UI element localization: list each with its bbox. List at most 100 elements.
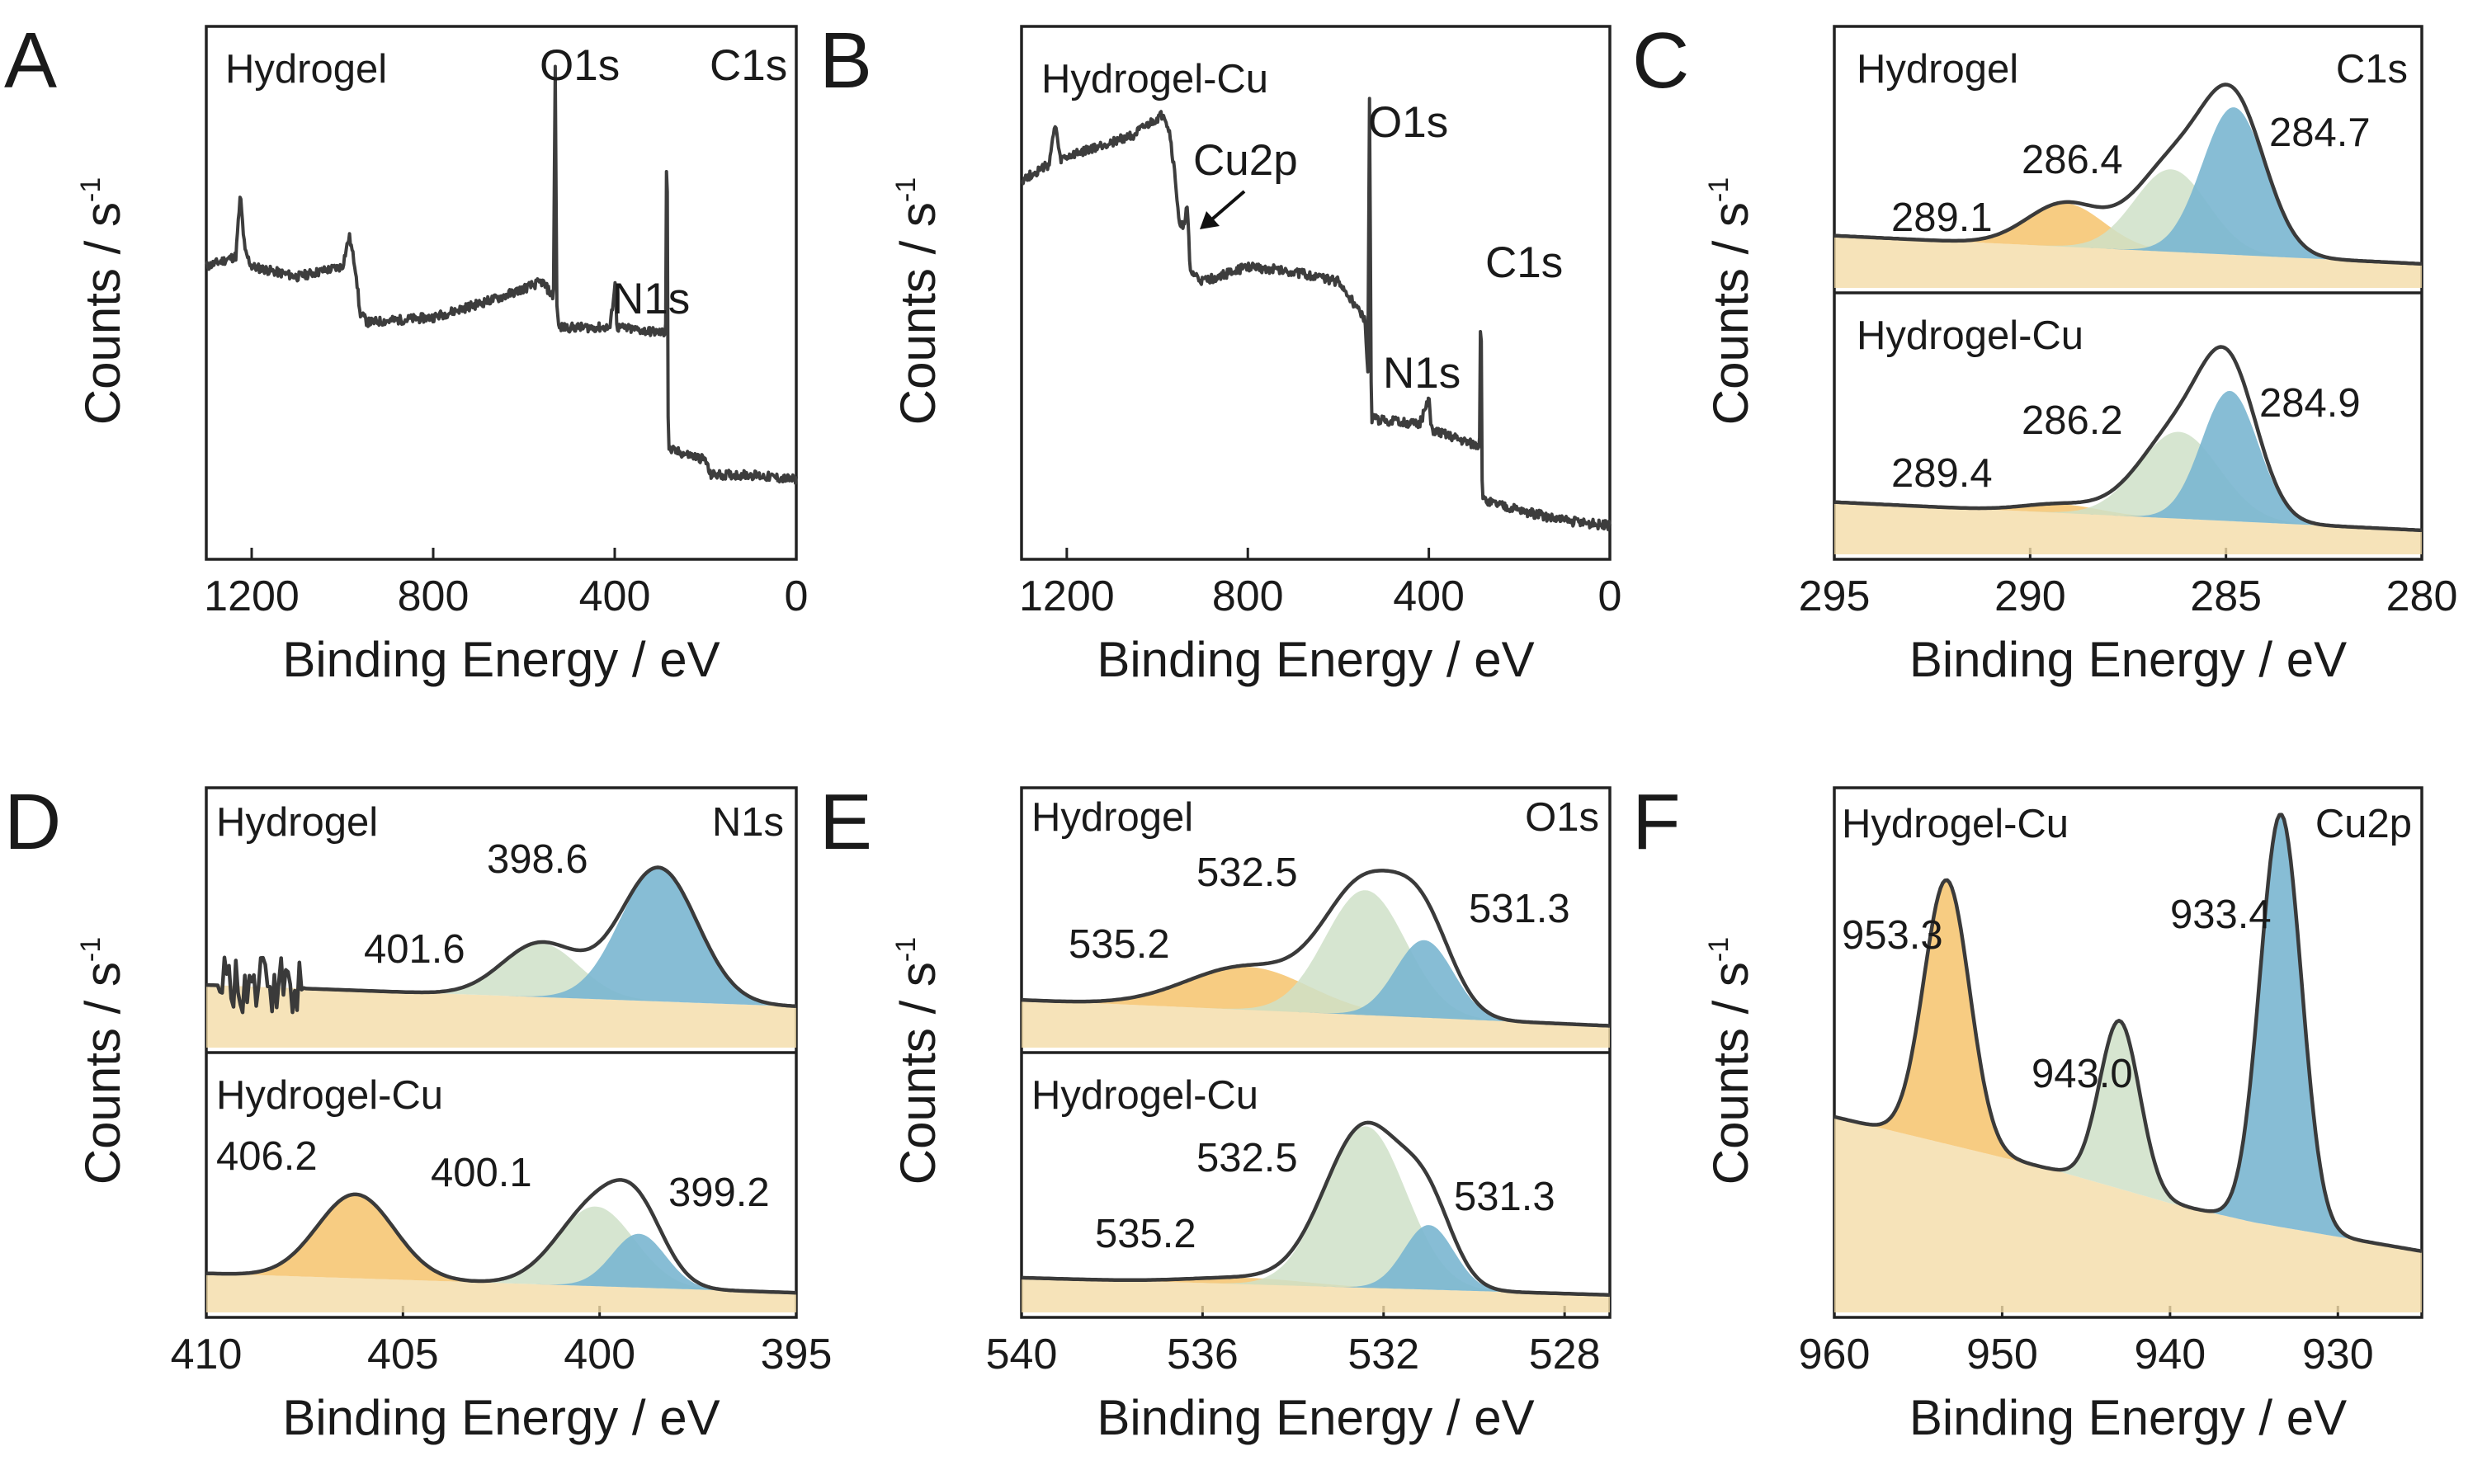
x-axis-title: Binding Energy / eV xyxy=(1909,1390,2347,1445)
x-tick-label: 400 xyxy=(1393,572,1465,620)
subplot-upper: Hydrogel 289.1 286.4 284.7 xyxy=(1833,47,2423,288)
subplot-upper: Hydrogel 535.2 532.5 531.3 xyxy=(1021,795,1611,1048)
fit-component-green xyxy=(206,943,796,1007)
x-tick-label: 0 xyxy=(1598,572,1622,620)
fit-component-green xyxy=(1834,1020,2422,1251)
sample-label: Hydrogel-Cu xyxy=(1842,802,2069,846)
sample-label: Hydrogel-Cu xyxy=(216,1073,443,1118)
x-axis-title: Binding Energy / eV xyxy=(1097,1390,1534,1445)
x-axis-title: Binding Energy / eV xyxy=(1909,632,2347,687)
peak-label-orange: 953.3 xyxy=(1842,913,1943,958)
cu2p-arrowhead xyxy=(1200,211,1220,229)
x-tick-label: 960 xyxy=(1799,1331,1871,1378)
peak-annotation-o1s: O1s xyxy=(540,41,620,90)
x-tick-label: 0 xyxy=(785,572,809,620)
sample-label: Hydrogel xyxy=(1857,47,2018,92)
fit-component-green xyxy=(1834,169,2422,264)
panel-c: C 295 290 285 280 Binding Energy / eV Counts /… xyxy=(1632,16,2457,687)
panel-e: E 540 536 532 528 Binding Energy / eV Counts /… xyxy=(819,778,1612,1445)
x-axis-title: Binding Energy / eV xyxy=(282,632,720,687)
y-axis-title-sup: -1 xyxy=(890,177,922,202)
y-axis-title-sup: -1 xyxy=(1703,937,1734,962)
y-axis-title-text: Counts / s xyxy=(75,962,130,1185)
fit-component-blue xyxy=(1834,390,2422,530)
peak-label-blue: 531.3 xyxy=(1469,887,1570,931)
sample-label: Hydrogel xyxy=(216,800,378,845)
peak-label-orange: 406.2 xyxy=(216,1134,318,1179)
x-tick-label: 290 xyxy=(1994,572,2066,620)
envelope-line xyxy=(1833,345,2423,533)
panel-b: B 1200 800 400 0 Binding Energy / eV Counts / … xyxy=(819,16,1621,687)
x-tick-label: 800 xyxy=(398,572,470,620)
sample-label: Hydrogel-Cu xyxy=(1857,313,2084,358)
x-tick-label: 930 xyxy=(2302,1331,2374,1378)
y-axis-title-text: Counts / s xyxy=(890,962,946,1185)
peak-label-orange: 535.2 xyxy=(1095,1212,1196,1256)
y-axis-title: Counts / s-1 xyxy=(890,177,946,425)
panel-a: A 1200 800 400 0 Binding Energy / eV Counts / … xyxy=(4,16,808,687)
y-axis-title-text: Counts / s xyxy=(75,202,130,425)
survey-spectrum-line xyxy=(1021,97,1612,532)
panel-f: F 960 950 940 930 Binding Energy / eV Counts /… xyxy=(1632,778,2423,1445)
region-label: N1s xyxy=(712,800,784,845)
panel-d: D 410 405 400 395 Binding Energy / eV Counts /… xyxy=(4,778,832,1445)
plot-frame xyxy=(1833,786,2423,1319)
x-tick-label: 405 xyxy=(367,1331,439,1378)
fit-component-green xyxy=(1834,431,2422,530)
fit-component-orange xyxy=(1834,880,2422,1251)
subplot-lower: Hydrogel-Cu 406.2 400.1 399.2 xyxy=(205,1073,797,1312)
fit-component-blue xyxy=(206,868,796,1007)
y-axis-title-text: Counts / s xyxy=(1703,962,1758,1185)
background-fill xyxy=(1834,235,2422,288)
envelope-line xyxy=(1021,869,1611,1028)
fit-component-blue xyxy=(1022,940,1610,1026)
sample-label: Hydrogel xyxy=(225,47,387,92)
x-tick-label: 800 xyxy=(1212,572,1284,620)
x-tick-label: 1200 xyxy=(204,572,300,620)
x-tick-label: 280 xyxy=(2386,572,2458,620)
y-axis-title-sup: -1 xyxy=(1703,177,1734,202)
fit-component-blue xyxy=(206,1233,796,1293)
x-tick-label: 400 xyxy=(579,572,651,620)
peak-annotation-cu2p: Cu2p xyxy=(1193,136,1298,185)
x-axis-title: Binding Energy / eV xyxy=(1097,632,1534,687)
peak-annotation-n1s: N1s xyxy=(612,275,690,323)
x-tick-label: 1200 xyxy=(1019,572,1115,620)
background-fill xyxy=(206,1273,796,1312)
peak-label-green: 400.1 xyxy=(431,1151,532,1195)
plot-frame xyxy=(1020,25,1612,561)
x-tick-label: 295 xyxy=(1799,572,1871,620)
peak-label-blue: 531.3 xyxy=(1454,1175,1555,1219)
y-axis-title: Counts / s-1 xyxy=(75,177,130,425)
y-axis-title-text: Counts / s xyxy=(890,202,946,425)
x-tick-label: 532 xyxy=(1347,1331,1419,1378)
y-axis-title: Counts / s-1 xyxy=(1703,937,1758,1185)
envelope-line xyxy=(205,865,797,1015)
y-axis-title-text: Counts / s xyxy=(1703,202,1758,425)
x-tick-label: 950 xyxy=(1966,1331,2038,1378)
panel-label: E xyxy=(819,778,872,866)
y-axis-title-sup: -1 xyxy=(75,177,106,202)
y-axis-title: Counts / s-1 xyxy=(1703,177,1758,425)
sample-label: Hydrogel-Cu xyxy=(1031,1073,1258,1118)
peak-label-green: 401.6 xyxy=(364,927,465,972)
background-fill xyxy=(1834,502,2422,554)
x-tick-label: 536 xyxy=(1167,1331,1239,1378)
background-fill xyxy=(1022,1277,1610,1312)
envelope-line xyxy=(1833,813,2423,1254)
panel-label: C xyxy=(1632,16,1689,105)
peak-label-orange: 289.4 xyxy=(1891,451,1993,496)
y-axis-title: Counts / s-1 xyxy=(890,937,946,1185)
fit-component-orange xyxy=(206,1194,796,1293)
sample-label: Hydrogel-Cu xyxy=(1041,57,1268,101)
peak-label-blue: 284.9 xyxy=(2259,381,2361,426)
panel-label: D xyxy=(4,778,61,866)
panel-label: F xyxy=(1632,778,1681,866)
x-tick-label: 940 xyxy=(2134,1331,2206,1378)
x-tick-label: 395 xyxy=(761,1331,833,1378)
x-axis-title: Binding Energy / eV xyxy=(282,1390,720,1445)
peak-label-green: 532.5 xyxy=(1196,1136,1298,1180)
subplot-upper: Hydrogel-Cu 953.3 943.0 933.4 xyxy=(1833,802,2423,1312)
sample-label: Hydrogel xyxy=(1031,795,1193,840)
cu2p-arrow xyxy=(1206,190,1246,224)
